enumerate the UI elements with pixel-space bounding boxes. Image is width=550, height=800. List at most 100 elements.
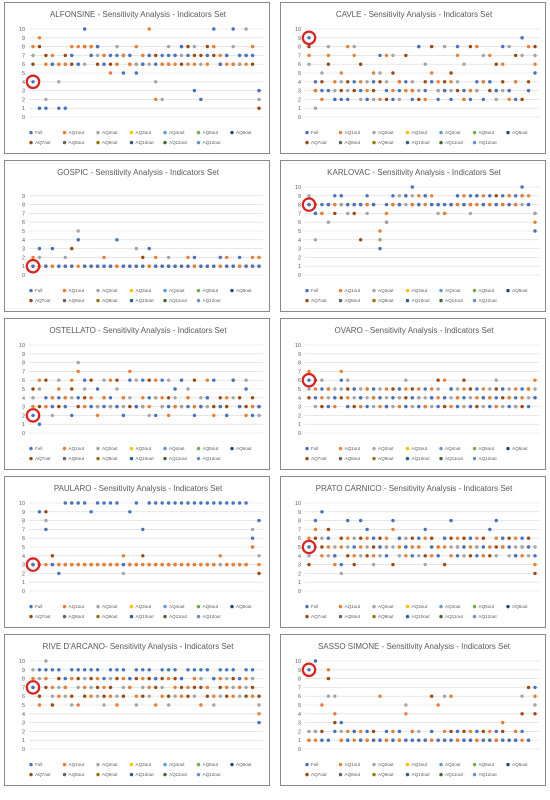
data-point: [57, 387, 61, 391]
legend-marker: [472, 772, 477, 777]
data-point: [82, 62, 87, 66]
y-tick-label: 9: [22, 510, 25, 516]
data-point: [307, 44, 311, 49]
data-point: [231, 44, 235, 49]
data-point: [166, 676, 171, 681]
data-point: [147, 685, 151, 690]
data-point: [89, 685, 93, 690]
data-point: [410, 396, 415, 400]
data-point: [455, 194, 460, 198]
data-point: [231, 562, 235, 567]
scatter-chart: OSTELLATO - Sensitivity Analysis - Indic…: [19, 326, 263, 461]
data-point: [326, 396, 331, 400]
legend-label: AQ1out: [69, 604, 85, 609]
legend-marker: [163, 604, 167, 609]
y-tick-label: 9: [298, 194, 301, 200]
data-point: [346, 396, 350, 400]
data-point: [257, 88, 261, 93]
data-point: [63, 62, 67, 66]
y-tick-label: 10: [19, 27, 25, 33]
data-point: [192, 62, 197, 66]
data-point: [225, 694, 229, 698]
data-point: [468, 404, 473, 409]
data-point: [410, 536, 415, 540]
data-point: [44, 668, 48, 672]
data-point: [50, 246, 55, 251]
data-point: [468, 545, 473, 549]
data-point: [115, 264, 119, 268]
data-point: [212, 404, 216, 409]
y-tick-label: 9: [298, 352, 301, 358]
legend-label: AQ5out: [479, 604, 495, 609]
data-point: [70, 703, 74, 707]
data-point: [102, 562, 106, 567]
data-point: [378, 554, 382, 558]
data-point: [468, 554, 473, 558]
data-point: [218, 404, 222, 409]
data-point: [429, 396, 434, 400]
data-point: [102, 255, 106, 260]
data-point: [141, 554, 145, 558]
data-point: [313, 518, 318, 523]
legend-label: AQ7out: [311, 298, 327, 303]
highlight-circle: [25, 680, 41, 695]
data-point: [449, 71, 453, 75]
data-point: [57, 80, 61, 84]
legend-label: AQ12out: [479, 140, 498, 145]
legend-marker: [405, 614, 410, 619]
data-point: [507, 404, 511, 409]
data-point: [494, 545, 498, 549]
legend-marker: [472, 456, 477, 461]
data-point: [442, 536, 447, 540]
data-point: [212, 413, 216, 418]
data-point: [429, 729, 434, 734]
data-point: [244, 27, 248, 31]
data-point: [326, 202, 331, 207]
data-point: [257, 413, 261, 418]
data-point: [429, 694, 434, 698]
scatter-chart: OVARO - Sensitivity Analysis - Indicator…: [295, 326, 539, 461]
legend-label: AQ10out: [136, 614, 155, 619]
scatter-chart: CAVLE - Sensitivity Analysis - Indicator…: [295, 10, 539, 145]
legend-marker: [96, 456, 100, 461]
data-point: [250, 44, 255, 49]
data-point: [134, 378, 139, 382]
data-point: [526, 536, 531, 540]
legend-marker: [405, 298, 410, 303]
legend-marker: [472, 130, 477, 135]
data-point: [455, 554, 460, 558]
y-tick-label: 6: [298, 220, 301, 226]
data-point: [231, 378, 235, 382]
legend-label: AQ4out: [169, 288, 185, 293]
data-point: [520, 694, 524, 698]
data-point: [166, 396, 171, 400]
legend-marker: [230, 288, 234, 293]
legend-marker: [439, 140, 443, 145]
data-point: [436, 88, 440, 93]
chart-panel: PRATO CARNICO - Sensitivity Analysis - I…: [280, 476, 546, 628]
data-point: [115, 378, 119, 382]
y-tick-label: 3: [22, 721, 25, 727]
data-point: [455, 88, 460, 93]
data-point: [218, 668, 222, 672]
legend-label: AQ8out: [345, 298, 361, 303]
data-point: [31, 404, 35, 409]
data-point: [352, 562, 356, 567]
data-point: [179, 685, 184, 690]
legend-label: AQ2out: [102, 288, 118, 293]
data-point: [307, 536, 311, 540]
y-tick-label: 5: [22, 387, 25, 393]
data-point: [50, 404, 55, 409]
data-point: [358, 80, 363, 84]
data-point: [31, 62, 35, 66]
data-point: [436, 703, 440, 707]
data-point: [250, 685, 255, 690]
legend-marker: [372, 604, 376, 609]
data-point: [76, 360, 80, 365]
data-point: [186, 53, 190, 58]
legend-marker: [96, 140, 100, 145]
data-point: [346, 387, 350, 391]
legend-label: AQ3out: [412, 604, 428, 609]
data-point: [179, 694, 184, 698]
data-point: [186, 501, 190, 505]
